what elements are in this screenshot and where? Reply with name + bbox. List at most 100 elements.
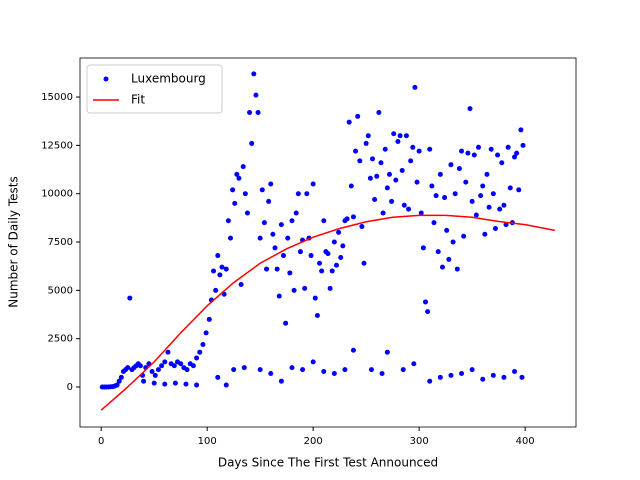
point [200,341,206,347]
point [206,316,212,322]
point [310,359,316,365]
point [114,382,120,388]
point [251,71,257,77]
point [365,133,371,139]
point [348,183,354,189]
point [203,330,209,336]
point [384,185,390,191]
point [327,285,333,291]
y-axis-label: Number of Daily Tests [7,176,21,307]
point [268,370,274,376]
point [342,367,348,373]
point [372,196,378,202]
point [370,156,376,162]
point [459,370,465,376]
point [217,272,223,278]
point [382,146,388,152]
point [456,166,462,172]
point [406,206,412,212]
point [291,287,297,293]
point [401,202,407,208]
point [389,198,395,204]
point [287,270,293,276]
point [465,150,471,156]
point [278,378,284,384]
point [359,224,365,230]
legend-marker [103,76,109,82]
point [425,309,431,315]
point [223,382,229,388]
x-tick-label: 100 [198,436,217,447]
point [446,256,452,262]
point [501,374,507,380]
point [503,222,509,228]
y-tick-label: 15000 [41,92,73,103]
point [223,266,229,272]
y-tick-label: 10000 [41,189,73,200]
point [408,158,414,164]
point [376,110,382,116]
point [141,378,147,384]
point [184,367,190,373]
point [329,268,335,274]
point [247,110,253,116]
point [519,374,525,380]
point [467,106,473,112]
point [268,181,274,187]
point [295,191,301,197]
point [241,365,247,371]
point [461,233,467,239]
point [505,144,511,150]
point [344,216,350,222]
point [410,144,416,150]
point [283,320,289,326]
point [448,162,454,168]
point [255,110,261,116]
point [264,266,270,272]
point [497,206,503,212]
point [215,374,221,380]
point [423,299,429,305]
point [310,181,316,187]
point [469,198,475,204]
point [125,365,131,371]
point [480,376,486,382]
point [484,171,490,177]
point [386,171,392,177]
point [197,349,203,355]
legend-label: Fit [131,93,145,107]
y-tick-label: 2500 [48,334,73,345]
point [276,293,282,299]
point [280,253,286,259]
point [374,173,380,179]
point [118,374,124,380]
point [416,148,422,154]
point [159,363,165,369]
fit-line [100,214,555,411]
point [444,227,450,233]
point [429,183,435,189]
point [261,220,267,226]
y-tick-label: 7500 [48,237,73,248]
point [514,150,520,156]
point [219,264,225,270]
point [471,152,477,158]
point [297,249,303,255]
point [162,359,168,365]
point [475,144,481,150]
point [418,210,424,216]
point [442,195,448,201]
point [211,268,217,274]
point [512,369,518,375]
point [459,148,465,154]
point [319,268,325,274]
point [308,253,314,259]
point [257,367,263,373]
point [368,367,374,373]
x-tick-label: 0 [98,436,104,447]
point [393,177,399,183]
point [346,119,352,125]
point [353,148,359,154]
point [272,245,278,251]
